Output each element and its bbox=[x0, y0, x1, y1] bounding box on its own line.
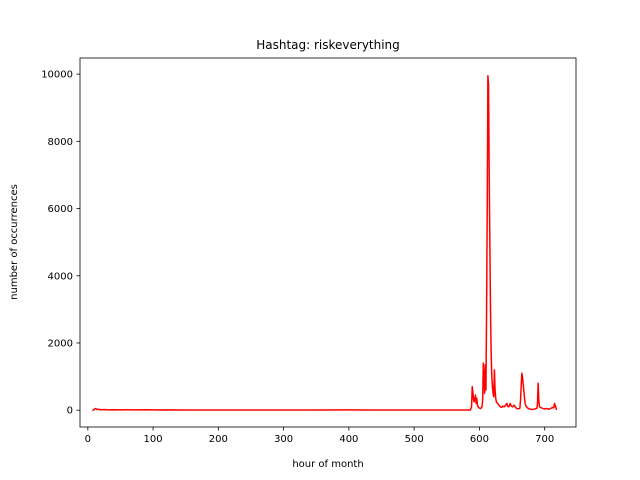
x-tick-label: 100 bbox=[144, 434, 163, 445]
x-tick-label: 0 bbox=[85, 434, 91, 445]
chart-title: Hashtag: riskeverything bbox=[256, 38, 400, 52]
x-tick-label: 600 bbox=[470, 434, 489, 445]
x-axis-label: hour of month bbox=[292, 459, 363, 470]
y-tick-label: 6000 bbox=[48, 204, 73, 215]
y-tick-label: 2000 bbox=[48, 338, 73, 349]
y-tick-label: 0 bbox=[67, 406, 73, 417]
y-tick-label: 10000 bbox=[41, 70, 73, 81]
plot-frame bbox=[79, 57, 577, 428]
x-tick-label: 200 bbox=[209, 434, 228, 445]
x-axis: 0 100 200 300 400 500 600 700 bbox=[85, 427, 554, 445]
x-tick-label: 500 bbox=[405, 434, 424, 445]
x-tick-label: 300 bbox=[274, 434, 293, 445]
y-tick-label: 8000 bbox=[48, 137, 73, 148]
series-line-1 bbox=[91, 75, 558, 412]
x-tick-label: 400 bbox=[339, 434, 358, 445]
plot-area bbox=[79, 57, 577, 428]
y-axis: 0 2000 4000 6000 8000 10000 bbox=[41, 70, 80, 417]
y-tick-label: 4000 bbox=[48, 271, 73, 282]
y-axis-label: number of occurrences bbox=[9, 184, 20, 300]
x-tick-label: 700 bbox=[535, 434, 554, 445]
